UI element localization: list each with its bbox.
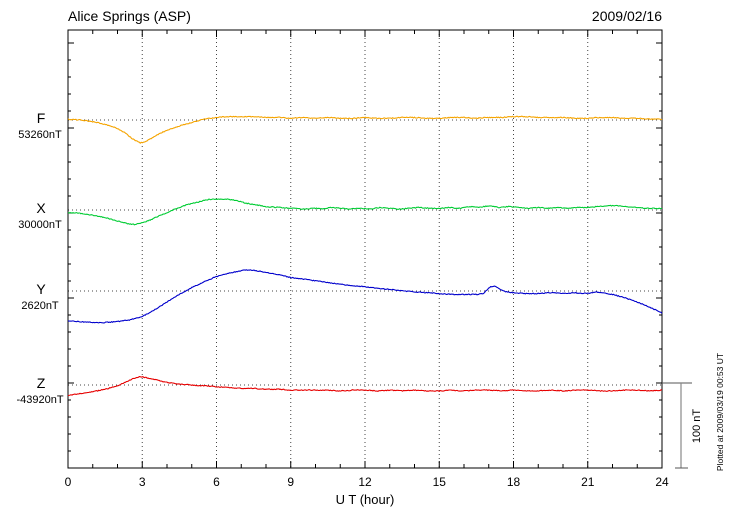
x-tick-label-0: 0 bbox=[65, 475, 72, 489]
x-tick-label-3: 3 bbox=[139, 475, 146, 489]
series-letter-Z: Z bbox=[37, 375, 46, 391]
series-baseline-value-Y: 2620nT bbox=[21, 300, 59, 312]
x-tick-label-15: 15 bbox=[433, 475, 447, 489]
trace-baselines bbox=[68, 119, 662, 386]
trace-Y bbox=[67, 269, 663, 324]
series-letter-X: X bbox=[36, 200, 46, 216]
x-tick-label-9: 9 bbox=[287, 475, 294, 489]
plot-title: Alice Springs (ASP) bbox=[68, 8, 191, 24]
trace-Z bbox=[67, 376, 663, 397]
scale-bar: 100 nT bbox=[662, 382, 703, 469]
series-letter-F: F bbox=[37, 110, 46, 126]
x-tick-label-6: 6 bbox=[213, 475, 220, 489]
x-axis-label: U T (hour) bbox=[336, 492, 395, 507]
series-labels: F 53260nT X 30000nT Y 2620nT Z -43920nT bbox=[16, 110, 63, 406]
series-baseline-value-X: 30000nT bbox=[18, 219, 62, 231]
series-baseline-value-F: 53260nT bbox=[18, 129, 62, 141]
series-baseline-value-Z: -43920nT bbox=[16, 394, 63, 406]
traces bbox=[67, 115, 663, 397]
scale-bar-label: 100 nT bbox=[691, 409, 703, 444]
x-tick-label-18: 18 bbox=[507, 475, 521, 489]
trace-F bbox=[67, 115, 663, 144]
gridlines bbox=[141, 30, 589, 468]
plot-frame bbox=[67, 29, 663, 469]
x-tick-labels: 0 3 6 9 12 15 18 21 24 bbox=[65, 475, 669, 489]
trace-X bbox=[67, 198, 663, 226]
series-letter-Y: Y bbox=[36, 281, 46, 297]
x-tick-label-12: 12 bbox=[358, 475, 372, 489]
plotted-at-note: Plotted at 2009/03/19 00:53 UT bbox=[715, 353, 725, 471]
plot-date: 2009/02/16 bbox=[592, 8, 662, 24]
x-tick-label-21: 21 bbox=[581, 475, 595, 489]
x-tick-label-24: 24 bbox=[655, 475, 669, 489]
